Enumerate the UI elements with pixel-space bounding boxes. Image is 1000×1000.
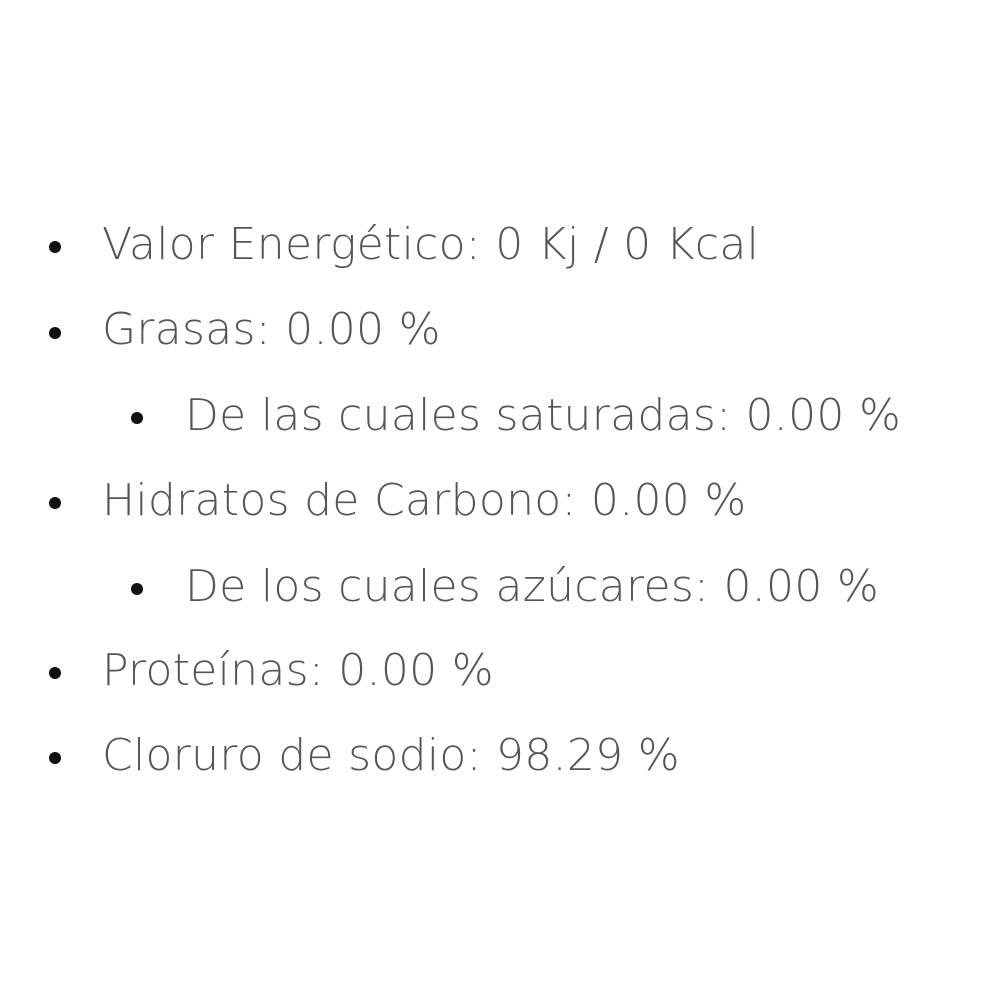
list-item-text: De los cuales azúcares: 0.00 %	[185, 561, 880, 612]
bullet-icon	[49, 667, 61, 679]
bullet-icon	[131, 412, 143, 424]
bullet-icon	[49, 497, 61, 509]
list-item-text: Cloruro de sodio: 98.29 %	[102, 730, 680, 781]
bullet-icon	[49, 752, 61, 764]
list-item-text: Hidratos de Carbono: 0.00 %	[102, 475, 747, 526]
list-item-text: Proteínas: 0.00 %	[102, 645, 494, 696]
bullet-icon	[49, 327, 61, 339]
list-item-text: De las cuales saturadas: 0.00 %	[185, 390, 902, 441]
list-item-text: Grasas: 0.00 %	[102, 304, 441, 355]
list-item-text: Valor Energético: 0 Kj / 0 Kcal	[102, 219, 760, 270]
bullet-icon	[131, 583, 143, 595]
bullet-icon	[49, 241, 61, 253]
